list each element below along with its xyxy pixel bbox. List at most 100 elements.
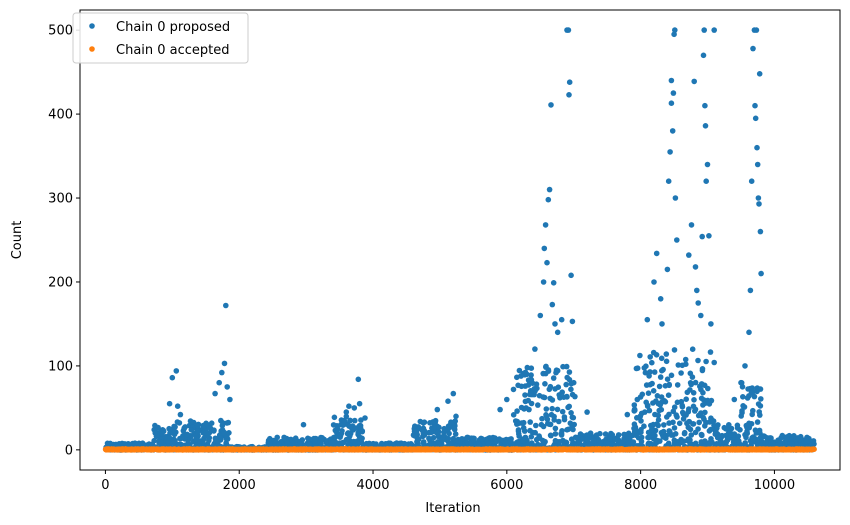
proposed-point (672, 195, 679, 201)
proposed-point (426, 435, 432, 442)
proposed-point (672, 431, 679, 437)
proposed-point (663, 358, 670, 365)
proposed-point (711, 27, 717, 33)
proposed-point (758, 434, 765, 441)
proposed-point (510, 412, 517, 418)
proposed-point (660, 366, 666, 373)
y-tick-label: 300 (48, 192, 73, 207)
accepted-point (577, 446, 583, 453)
proposed-point (747, 287, 754, 294)
proposed-point (430, 434, 437, 441)
proposed-point (572, 434, 579, 441)
legend-label-accepted: Chain 0 accepted (116, 43, 230, 58)
proposed-point (306, 436, 313, 442)
proposed-point (649, 359, 655, 366)
accepted-point (285, 446, 291, 453)
proposed-point (690, 390, 697, 396)
proposed-point (699, 432, 705, 438)
accepted-point (193, 447, 199, 453)
proposed-point (762, 440, 769, 446)
y-tick-label: 400 (48, 108, 73, 123)
accepted-point (119, 447, 125, 453)
proposed-point (496, 436, 503, 442)
proposed-point (689, 346, 696, 353)
proposed-point (683, 361, 689, 368)
proposed-point (543, 363, 549, 370)
proposed-point (219, 369, 225, 376)
proposed-point (702, 123, 709, 129)
accepted-point (458, 446, 464, 453)
proposed-point (670, 90, 677, 96)
proposed-point (550, 375, 557, 381)
proposed-point (624, 411, 631, 418)
proposed-point (692, 429, 699, 436)
proposed-point (521, 428, 528, 434)
proposed-point (699, 233, 705, 240)
accepted-point (708, 446, 715, 452)
accepted-point (558, 446, 565, 453)
proposed-point (421, 432, 428, 438)
proposed-point (634, 396, 641, 403)
proposed-point (522, 398, 529, 405)
proposed-point (558, 430, 564, 437)
accepted-point (469, 446, 475, 453)
proposed-point (485, 440, 492, 447)
proposed-point (656, 407, 662, 414)
proposed-point (665, 392, 672, 399)
proposed-point (569, 318, 576, 325)
proposed-point (545, 196, 552, 203)
proposed-point (552, 431, 559, 437)
proposed-point (711, 359, 717, 366)
proposed-point (152, 430, 158, 436)
proposed-point (646, 407, 653, 414)
proposed-point (754, 419, 761, 425)
proposed-point (504, 396, 510, 403)
proposed-point (668, 372, 675, 379)
proposed-point (544, 416, 551, 423)
proposed-point (647, 354, 653, 360)
proposed-point (362, 415, 368, 421)
accepted-point (179, 446, 186, 453)
proposed-point (686, 252, 692, 258)
accepted-point (124, 446, 131, 453)
y-tick-label: 200 (48, 275, 73, 290)
proposed-point (331, 414, 338, 421)
proposed-point (703, 178, 709, 184)
proposed-point (420, 439, 427, 445)
proposed-point (692, 379, 699, 386)
proposed-point (715, 434, 722, 441)
proposed-point (656, 383, 663, 390)
proposed-point (657, 402, 663, 408)
proposed-point (566, 369, 573, 375)
proposed-point (671, 425, 678, 431)
proposed-point (218, 435, 224, 442)
proposed-point (173, 368, 180, 374)
proposed-point (561, 394, 567, 401)
proposed-point (637, 413, 644, 420)
proposed-point (653, 352, 660, 358)
accepted-point (258, 446, 265, 453)
proposed-point (642, 369, 649, 376)
proposed-point (554, 329, 561, 336)
proposed-point (688, 381, 694, 388)
accepted-point (534, 446, 541, 453)
proposed-point (683, 396, 689, 403)
proposed-point (692, 264, 699, 270)
legend-label-proposed: Chain 0 proposed (116, 20, 230, 35)
proposed-point (568, 272, 574, 279)
proposed-point (758, 396, 764, 402)
proposed-point (602, 431, 609, 437)
proposed-point (518, 373, 524, 379)
proposed-point (714, 425, 720, 431)
proposed-point (528, 372, 534, 378)
proposed-point (593, 432, 600, 438)
accepted-point (683, 446, 690, 453)
y-axis-label: Count (10, 221, 25, 260)
proposed-point (688, 432, 695, 438)
proposed-point (343, 409, 350, 415)
proposed-point (651, 279, 657, 285)
proposed-point (174, 419, 181, 425)
proposed-point (637, 352, 643, 359)
proposed-point (178, 435, 185, 442)
proposed-point (224, 420, 230, 426)
